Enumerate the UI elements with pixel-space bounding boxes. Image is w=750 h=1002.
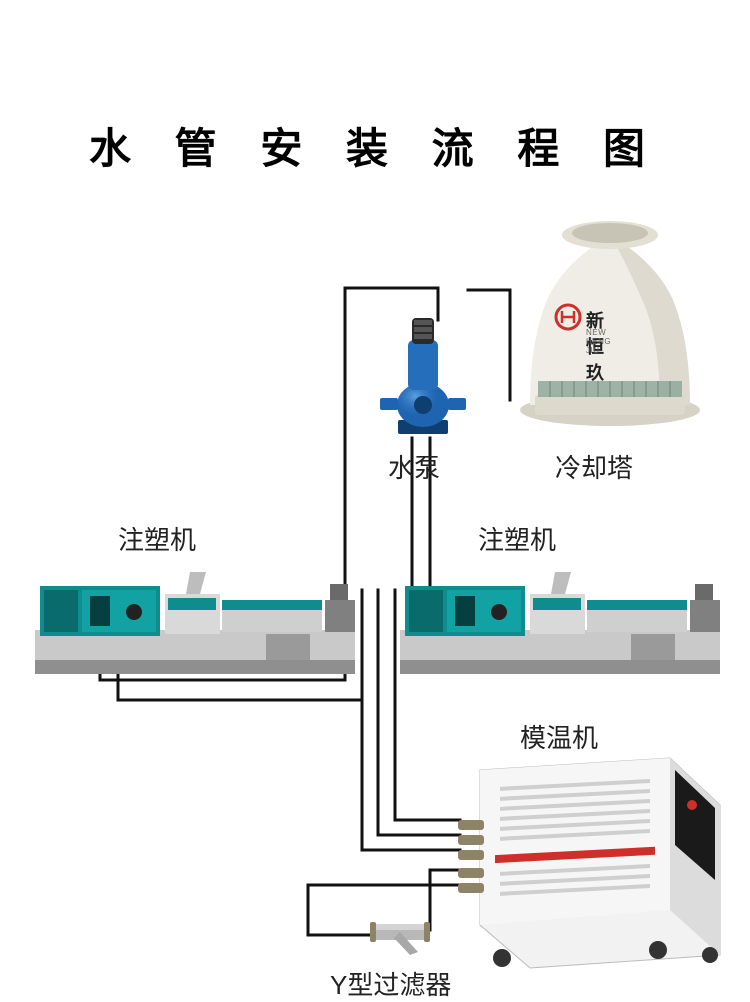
y-filter-icon — [370, 910, 430, 955]
cooling-tower-label: 冷却塔 — [555, 448, 633, 485]
pump-icon — [378, 310, 468, 440]
brand-en: NEW HENG JIU — [586, 328, 611, 355]
injection1-label: 注塑机 — [118, 520, 196, 557]
injection2-label: 注塑机 — [478, 520, 556, 557]
mold-temp-controller-icon — [440, 750, 725, 970]
pump-label: 水泵 — [388, 448, 440, 485]
cooling-tower-icon — [500, 205, 720, 435]
yfilter-label: Y型过滤器 — [330, 965, 451, 1002]
injection-machine-2-icon — [395, 560, 725, 680]
mold-temp-label: 模温机 — [520, 718, 598, 755]
injection-machine-1-icon — [30, 560, 360, 680]
